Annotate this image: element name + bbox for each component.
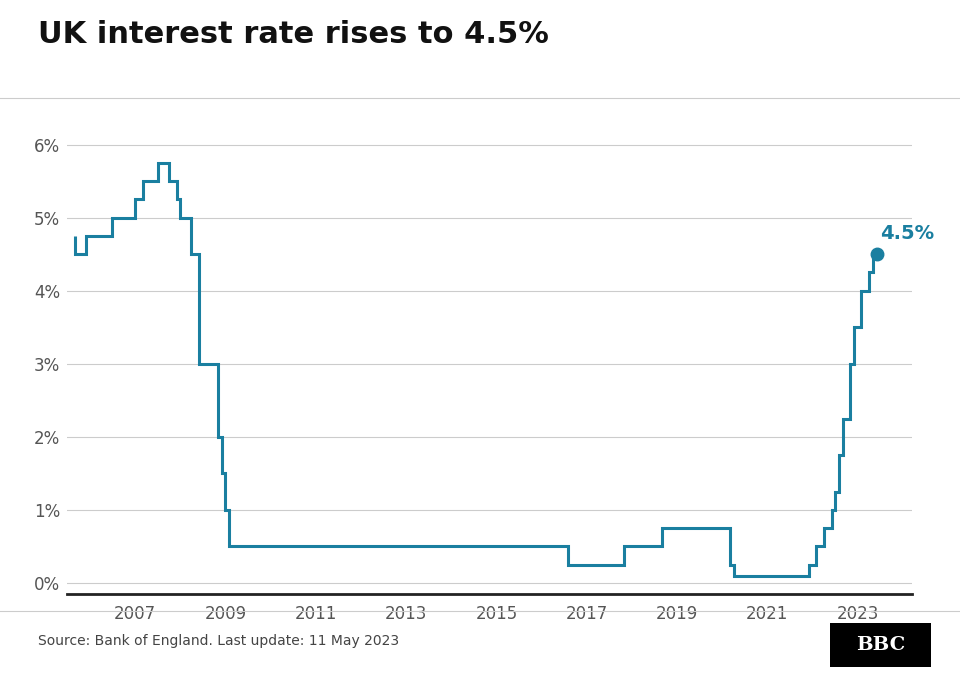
Text: 4.5%: 4.5%	[880, 224, 934, 243]
Text: BBC: BBC	[856, 636, 905, 654]
Text: Source: Bank of England. Last update: 11 May 2023: Source: Bank of England. Last update: 11…	[38, 634, 399, 648]
Text: UK interest rate rises to 4.5%: UK interest rate rises to 4.5%	[38, 20, 549, 49]
